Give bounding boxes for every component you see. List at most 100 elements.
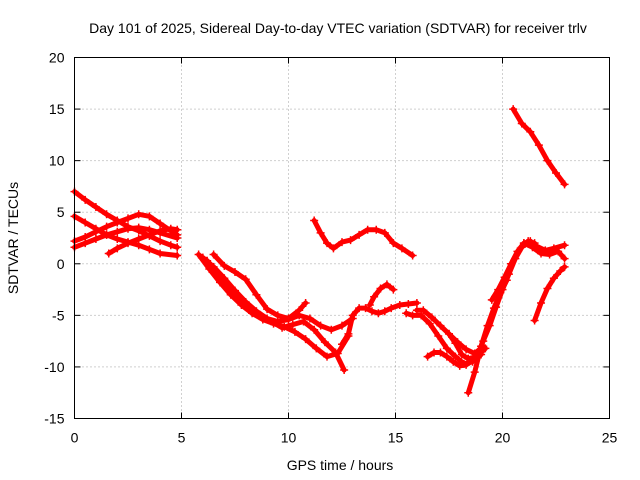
data-point <box>173 251 182 260</box>
data-point <box>198 253 207 262</box>
data-point <box>256 311 265 320</box>
data-point <box>436 321 445 330</box>
data-point <box>305 314 314 323</box>
data-point <box>81 239 90 248</box>
data-point <box>134 210 143 219</box>
series-arc-10 <box>338 298 421 349</box>
data-point <box>355 230 364 239</box>
data-point <box>156 219 165 228</box>
data-point <box>434 331 443 340</box>
data-point <box>320 338 329 347</box>
data-point <box>556 267 565 276</box>
data-point <box>451 339 460 348</box>
x-axis-label: GPS time / hours <box>287 457 394 473</box>
data-point <box>537 298 546 307</box>
data-point <box>124 224 132 233</box>
data-point <box>560 262 569 271</box>
data-point <box>156 226 165 235</box>
series-line <box>211 252 309 321</box>
data-point <box>382 280 391 289</box>
x-tick-label: 5 <box>178 430 186 446</box>
data-point <box>312 344 321 353</box>
data-point <box>348 311 357 320</box>
data-point <box>492 303 501 312</box>
data-point <box>472 352 481 361</box>
series-arc-15 <box>423 348 486 370</box>
y-tick-label: -5 <box>52 307 65 323</box>
data-point <box>166 224 175 233</box>
data-point <box>295 306 304 315</box>
data-point <box>442 344 451 353</box>
data-point <box>402 309 411 318</box>
data-point <box>203 256 212 265</box>
series-arc-12 <box>365 280 398 310</box>
series-arc-22 <box>530 262 569 325</box>
chart-title: Day 101 of 2025, Sidereal Day-to-day VTE… <box>89 20 587 36</box>
series-arc-20 <box>519 239 569 263</box>
data-point <box>457 350 466 359</box>
data-point <box>299 317 308 326</box>
data-point <box>166 241 175 250</box>
data-point <box>389 239 398 248</box>
series-line <box>204 258 347 373</box>
data-point <box>526 127 535 136</box>
data-point <box>519 239 528 248</box>
data-point <box>263 305 272 314</box>
series-arc-21 <box>509 105 569 189</box>
data-point <box>102 210 111 219</box>
data-point <box>338 321 346 330</box>
data-point <box>113 227 122 236</box>
data-point <box>462 360 471 369</box>
data-point <box>442 352 451 361</box>
y-tick-label: 20 <box>49 50 65 66</box>
data-point <box>102 230 111 239</box>
x-tick-label: 25 <box>602 430 618 446</box>
data-point <box>494 285 503 294</box>
x-tick-label: 0 <box>71 430 79 446</box>
data-point <box>331 348 340 357</box>
data-point <box>537 249 546 258</box>
data-point <box>145 245 154 254</box>
y-axis-label: SDTVAR / TECUs <box>5 182 21 294</box>
data-point <box>235 293 244 302</box>
data-point <box>344 329 353 338</box>
y-tick-label: 10 <box>49 153 65 169</box>
data-point <box>543 284 552 293</box>
data-point <box>323 352 332 361</box>
data-point <box>104 249 113 258</box>
data-point <box>194 250 203 259</box>
data-point <box>549 274 558 283</box>
data-point <box>340 366 349 375</box>
data-point <box>316 228 325 237</box>
data-point <box>425 319 434 328</box>
data-point <box>380 307 389 316</box>
series-line <box>367 281 396 308</box>
y-tick-label: 5 <box>57 204 65 220</box>
data-point <box>245 303 254 312</box>
plot-frame <box>74 57 610 419</box>
data-point <box>449 357 458 366</box>
data-point <box>530 316 539 325</box>
data-point <box>231 268 239 277</box>
data-point <box>156 237 165 246</box>
data-point <box>560 254 569 263</box>
data-point <box>91 203 100 212</box>
data-point <box>173 225 182 234</box>
data-point <box>323 239 332 248</box>
y-tick-label: -15 <box>44 411 64 427</box>
y-tick-label: -10 <box>44 359 64 375</box>
data-point <box>517 119 526 128</box>
data-point <box>380 228 389 237</box>
data-point <box>81 195 90 204</box>
data-point <box>560 180 569 189</box>
series-line <box>311 218 416 258</box>
data-point <box>419 306 428 315</box>
data-point <box>387 304 396 313</box>
data-point <box>367 307 376 316</box>
data-point <box>552 169 560 178</box>
data-point <box>372 225 381 234</box>
grid-lines <box>74 57 610 419</box>
data-point <box>545 250 554 259</box>
data-point <box>113 244 122 253</box>
